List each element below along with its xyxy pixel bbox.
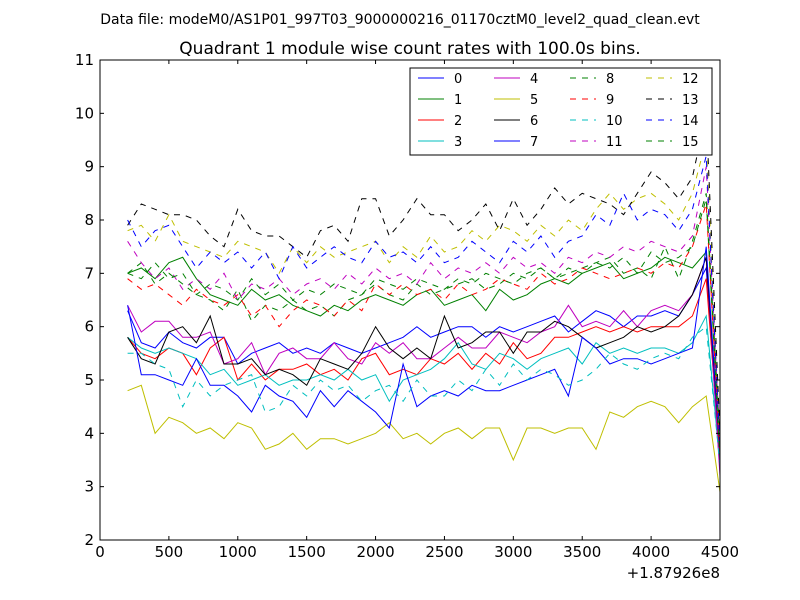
y-tick-label: 10 xyxy=(75,104,94,122)
axis-ticks: 0 500 1000 1500 2000 2500 3000 3500 4000 4500 2 3 4 5… xyxy=(75,51,739,561)
legend-label-1: 1 xyxy=(454,93,462,108)
series-7-line xyxy=(127,246,720,455)
legend-label-3: 3 xyxy=(454,135,462,150)
legend-label-8: 8 xyxy=(606,72,614,87)
y-tick-label: 2 xyxy=(84,531,94,549)
legend-label-4: 4 xyxy=(530,72,538,87)
series-4-line xyxy=(127,257,720,477)
series-lines xyxy=(127,113,720,493)
legend-label-2: 2 xyxy=(454,114,462,129)
x-tick-label: 4500 xyxy=(701,543,739,561)
legend-label-11: 11 xyxy=(606,135,623,150)
chart-title: Quadrant 1 module wise count rates with … xyxy=(179,39,640,59)
series-1-line xyxy=(127,250,720,466)
series-6-line xyxy=(127,257,720,455)
legend-label-5: 5 xyxy=(530,93,538,108)
series-9-line xyxy=(127,203,720,455)
x-tick-label: 0 xyxy=(95,543,105,561)
series-5-line xyxy=(127,384,720,493)
legend-label-14: 14 xyxy=(682,114,699,129)
x-tick-label: 1000 xyxy=(219,543,257,561)
y-tick-label: 8 xyxy=(84,211,94,229)
x-tick-label: 500 xyxy=(155,543,184,561)
legend-label-15: 15 xyxy=(682,135,699,150)
series-0-line xyxy=(127,266,720,471)
series-15-line xyxy=(127,198,720,461)
series-13-line xyxy=(127,113,720,434)
legend-label-13: 13 xyxy=(682,93,699,108)
x-tick-label: 3000 xyxy=(494,543,532,561)
series-12-line xyxy=(127,139,720,445)
series-14-line xyxy=(127,155,720,450)
y-tick-label: 6 xyxy=(84,318,94,336)
x-tick-label: 1500 xyxy=(288,543,326,561)
legend-label-12: 12 xyxy=(682,72,699,87)
legend-label-10: 10 xyxy=(606,114,623,129)
plot-frame xyxy=(99,59,721,541)
legend-label-6: 6 xyxy=(530,114,538,129)
y-tick-label: 9 xyxy=(84,158,94,176)
legend-label-0: 0 xyxy=(454,72,462,87)
series-10-line xyxy=(127,325,720,466)
x-tick-label: 3500 xyxy=(563,543,601,561)
y-tick-label: 7 xyxy=(84,264,94,282)
data-file-label: Data file: modeM0/AS1P01_997T03_90000002… xyxy=(100,12,700,28)
x-tick-label: 2500 xyxy=(425,543,463,561)
y-tick-label: 3 xyxy=(84,478,94,496)
x-tick-label: 2000 xyxy=(356,543,394,561)
x-tick-label: 4000 xyxy=(632,543,670,561)
y-tick-label: 4 xyxy=(84,424,94,442)
x-offset-label: +1.87926e8 xyxy=(627,564,720,582)
y-tick-label: 11 xyxy=(75,51,94,69)
legend-label-7: 7 xyxy=(530,135,538,150)
series-2-line xyxy=(127,278,720,461)
legend-label-9: 9 xyxy=(606,93,614,108)
series-11-line xyxy=(127,166,720,445)
y-tick-label: 5 xyxy=(84,371,94,389)
series-3-line xyxy=(127,314,720,466)
